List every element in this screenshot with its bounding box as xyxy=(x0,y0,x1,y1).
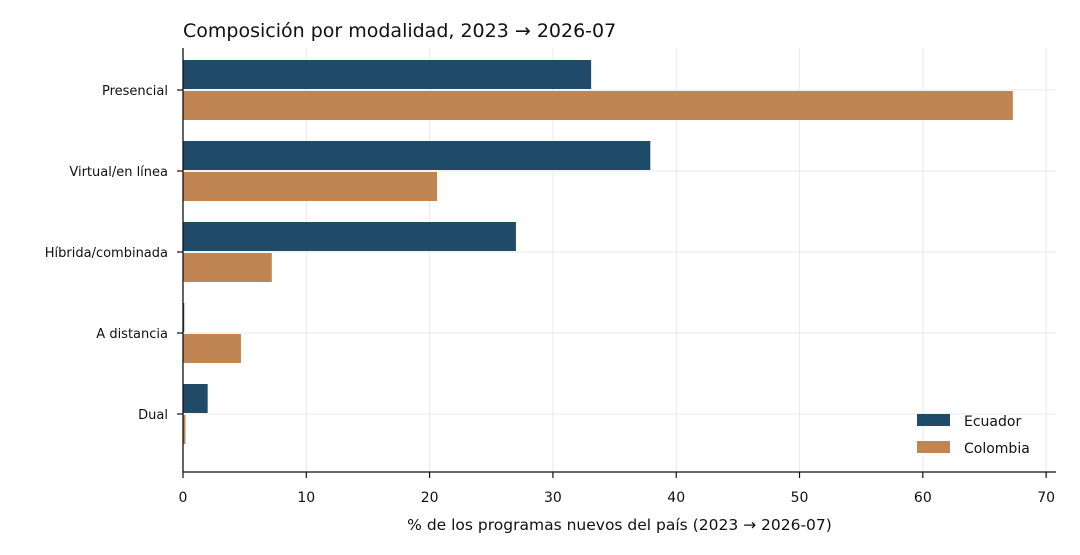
x-axis-title: % de los programas nuevos del país (2023… xyxy=(407,516,832,534)
bars-layer xyxy=(183,60,1013,444)
category-label: Híbrida/combinada xyxy=(45,246,168,261)
legend-swatch-ecuador xyxy=(917,414,950,426)
category-label: Dual xyxy=(138,408,168,423)
x-tick-label: 10 xyxy=(297,490,315,506)
category-label: Presencial xyxy=(102,84,168,99)
bar-colombia xyxy=(183,415,186,444)
category-labels: Presencial Virtual/en línea Híbrida/combin… xyxy=(45,84,168,423)
x-tick-label: 20 xyxy=(421,490,439,506)
legend-label-colombia: Colombia xyxy=(964,441,1030,457)
x-tick-label: 50 xyxy=(791,490,809,506)
bar-colombia xyxy=(183,172,438,201)
bar-ecuador xyxy=(183,141,651,170)
bar-colombia xyxy=(183,253,272,282)
ticks-layer: 0 10 20 30 40 50 60 70 xyxy=(177,89,1055,506)
bar-colombia xyxy=(183,334,241,363)
legend-swatch-colombia xyxy=(917,441,950,453)
legend-label-ecuador: Ecuador xyxy=(964,414,1021,430)
bar-ecuador xyxy=(183,60,592,89)
x-tick-label: 60 xyxy=(914,490,932,506)
axes-layer xyxy=(182,48,1056,473)
bar-ecuador xyxy=(183,222,516,251)
category-label: Virtual/en línea xyxy=(69,165,168,180)
x-tick-label: 70 xyxy=(1037,490,1055,506)
bar-ecuador xyxy=(183,384,208,413)
x-tick-label: 40 xyxy=(667,490,685,506)
chart-title: Composición por modalidad, 2023 → 2026-0… xyxy=(183,20,616,42)
x-tick-label: 0 xyxy=(179,490,188,506)
bar-colombia xyxy=(183,91,1013,120)
x-tick-label: 30 xyxy=(544,490,562,506)
legend: Ecuador Colombia xyxy=(917,414,1030,457)
category-label: A distancia xyxy=(96,327,168,342)
